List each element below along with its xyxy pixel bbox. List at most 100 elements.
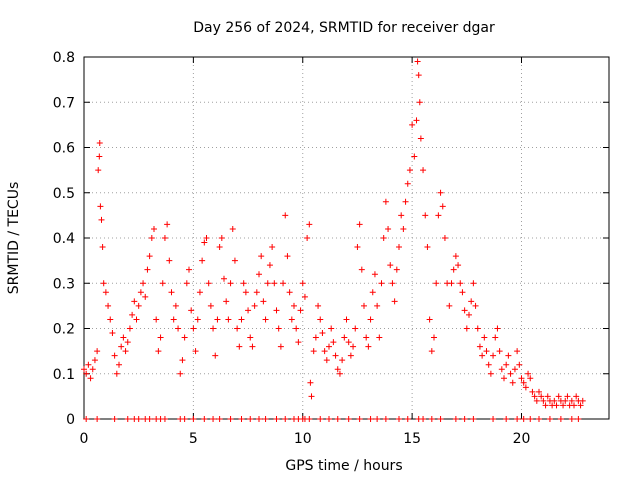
- data-point: [234, 326, 240, 332]
- data-point: [385, 226, 391, 232]
- data-point: [319, 330, 325, 336]
- data-point: [527, 416, 533, 422]
- data-point: [440, 203, 446, 209]
- data-point: [575, 416, 581, 422]
- y-tick-label: 0.6: [53, 141, 75, 157]
- data-point: [276, 326, 282, 332]
- data-point: [140, 280, 146, 286]
- data-point: [236, 344, 242, 350]
- x-axis-label: GPS time / hours: [285, 458, 402, 474]
- data-point: [210, 326, 216, 332]
- data-point: [99, 217, 105, 223]
- data-point: [354, 244, 360, 250]
- x-tick-label: 0: [80, 431, 89, 447]
- data-point: [346, 339, 352, 345]
- data-point: [169, 289, 175, 295]
- data-point: [260, 298, 266, 304]
- data-point: [462, 416, 468, 422]
- data-point: [558, 416, 564, 422]
- data-point: [123, 348, 129, 354]
- data-point: [514, 416, 520, 422]
- data-point: [188, 307, 194, 313]
- data-point: [365, 344, 371, 350]
- data-point: [287, 289, 293, 295]
- data-point: [97, 203, 103, 209]
- y-tick-label: 0.5: [53, 186, 75, 202]
- data-point: [433, 280, 439, 286]
- data-point: [470, 280, 476, 286]
- data-point: [144, 267, 150, 273]
- data-point: [361, 303, 367, 309]
- data-point: [142, 294, 148, 300]
- data-point: [190, 326, 196, 332]
- data-point: [309, 393, 315, 399]
- data-point: [396, 416, 402, 422]
- data-point: [245, 307, 251, 313]
- chart-title: Day 256 of 2024, SRMTID for receiver dga…: [193, 20, 495, 36]
- data-point: [210, 416, 216, 422]
- data-point: [249, 344, 255, 350]
- data-point: [453, 253, 459, 259]
- x-tick-label: 5: [189, 431, 198, 447]
- data-point: [466, 312, 472, 318]
- data-point: [206, 280, 212, 286]
- data-point: [280, 280, 286, 286]
- x-tick-label: 10: [294, 431, 312, 447]
- data-point: [387, 262, 393, 268]
- data-point: [239, 316, 245, 322]
- data-point: [398, 212, 404, 218]
- data-point: [357, 416, 363, 422]
- data-point: [477, 344, 483, 350]
- data-point: [407, 167, 413, 173]
- data-point: [516, 362, 522, 368]
- data-point: [505, 353, 511, 359]
- data-point: [394, 267, 400, 273]
- data-point: [415, 59, 421, 65]
- data-point: [212, 353, 218, 359]
- data-point: [112, 353, 118, 359]
- data-point: [374, 303, 380, 309]
- data-point: [197, 289, 203, 295]
- y-tick-label: 0.3: [53, 276, 75, 292]
- data-point: [381, 235, 387, 241]
- data-point: [195, 316, 201, 322]
- data-point: [304, 235, 310, 241]
- data-point: [503, 416, 509, 422]
- data-point: [100, 244, 106, 250]
- data-point: [317, 316, 323, 322]
- data-point: [214, 316, 220, 322]
- data-point: [184, 280, 190, 286]
- data-point: [129, 312, 135, 318]
- data-point: [409, 122, 415, 128]
- data-point: [95, 167, 101, 173]
- data-point: [479, 353, 485, 359]
- y-tick-label: 0: [66, 412, 75, 428]
- data-point: [494, 326, 500, 332]
- data-point: [462, 307, 468, 313]
- data-point: [464, 326, 470, 332]
- data-point: [470, 416, 476, 422]
- srmtid-scatter-chart: Day 256 of 2024, SRMTID for receiver dga…: [0, 0, 640, 480]
- data-point: [247, 335, 253, 341]
- data-point: [372, 271, 378, 277]
- data-point: [306, 416, 312, 422]
- data-point: [149, 235, 155, 241]
- data-point: [182, 335, 188, 341]
- data-point: [514, 348, 520, 354]
- data-point: [295, 339, 301, 345]
- data-point: [429, 416, 435, 422]
- data-point: [219, 235, 225, 241]
- data-point: [114, 371, 120, 377]
- data-point: [118, 344, 124, 350]
- data-point: [138, 289, 144, 295]
- data-point: [254, 289, 260, 295]
- data-point: [453, 416, 459, 422]
- data-point: [125, 416, 131, 422]
- data-point: [389, 280, 395, 286]
- data-point: [85, 362, 91, 368]
- data-point: [339, 357, 345, 363]
- data-point: [317, 416, 323, 422]
- data-point: [166, 258, 172, 264]
- data-point: [112, 416, 118, 422]
- data-point: [103, 289, 109, 295]
